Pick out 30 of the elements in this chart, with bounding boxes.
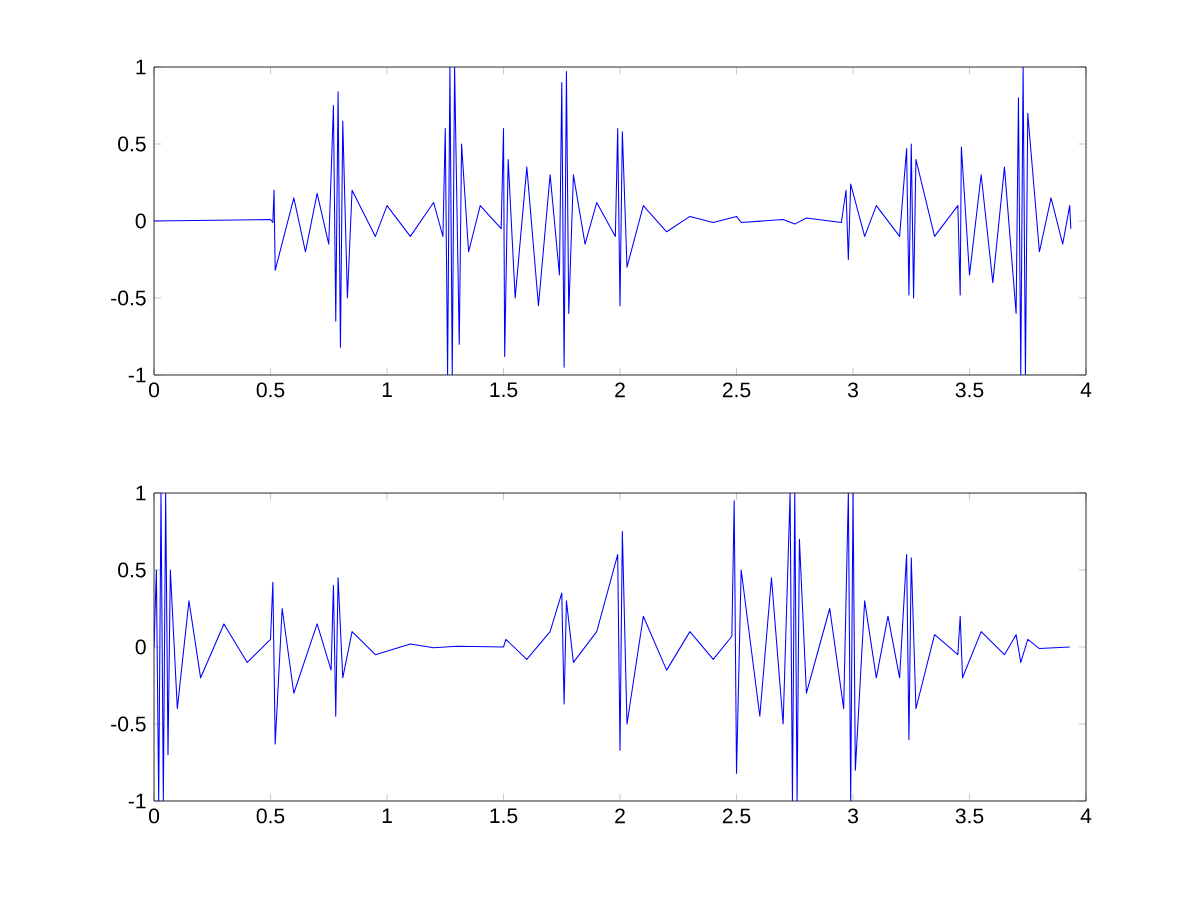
x-tick-label: 4 bbox=[1080, 808, 1092, 823]
y-tick-label: -1 bbox=[128, 367, 146, 383]
x-tick-label: 1.5 bbox=[490, 808, 518, 824]
x-tick-label: 0 bbox=[148, 808, 160, 824]
x-tick-label: 2.5 bbox=[722, 382, 751, 398]
y-tick-label: 0.5 bbox=[118, 562, 146, 578]
x-tick-label: 0.5 bbox=[256, 382, 285, 398]
x-tick-label: 3.5 bbox=[955, 382, 984, 398]
x-tick-label: 3 bbox=[847, 382, 858, 398]
x-tick-label: 3.5 bbox=[955, 808, 984, 824]
x-tick-label: 2 bbox=[615, 808, 625, 824]
x-tick-label: 1 bbox=[382, 382, 392, 397]
x-tick-label: 1 bbox=[382, 808, 392, 823]
x-tick-label: 3 bbox=[847, 808, 858, 824]
line-series bbox=[154, 493, 1071, 801]
y-tick-label: 1 bbox=[136, 59, 146, 75]
x-tick-label: 0.5 bbox=[256, 808, 285, 824]
y-tick-label: -0.5 bbox=[111, 290, 146, 306]
x-tick-label: 1.5 bbox=[490, 382, 518, 398]
y-tick-label: 1 bbox=[136, 485, 146, 501]
x-tick-label: 2 bbox=[615, 382, 625, 398]
x-tick-label: 2.5 bbox=[722, 808, 751, 824]
y-tick-label: -0.5 bbox=[111, 716, 146, 732]
line-series bbox=[154, 67, 1072, 375]
y-tick-label: 0.5 bbox=[118, 136, 146, 152]
y-tick-label: -1 bbox=[128, 793, 146, 809]
y-tick-label: 0 bbox=[135, 213, 146, 229]
x-tick-label: 4 bbox=[1080, 382, 1092, 397]
y-tick-label: 0 bbox=[135, 639, 146, 655]
x-tick-label: 0 bbox=[148, 382, 160, 398]
